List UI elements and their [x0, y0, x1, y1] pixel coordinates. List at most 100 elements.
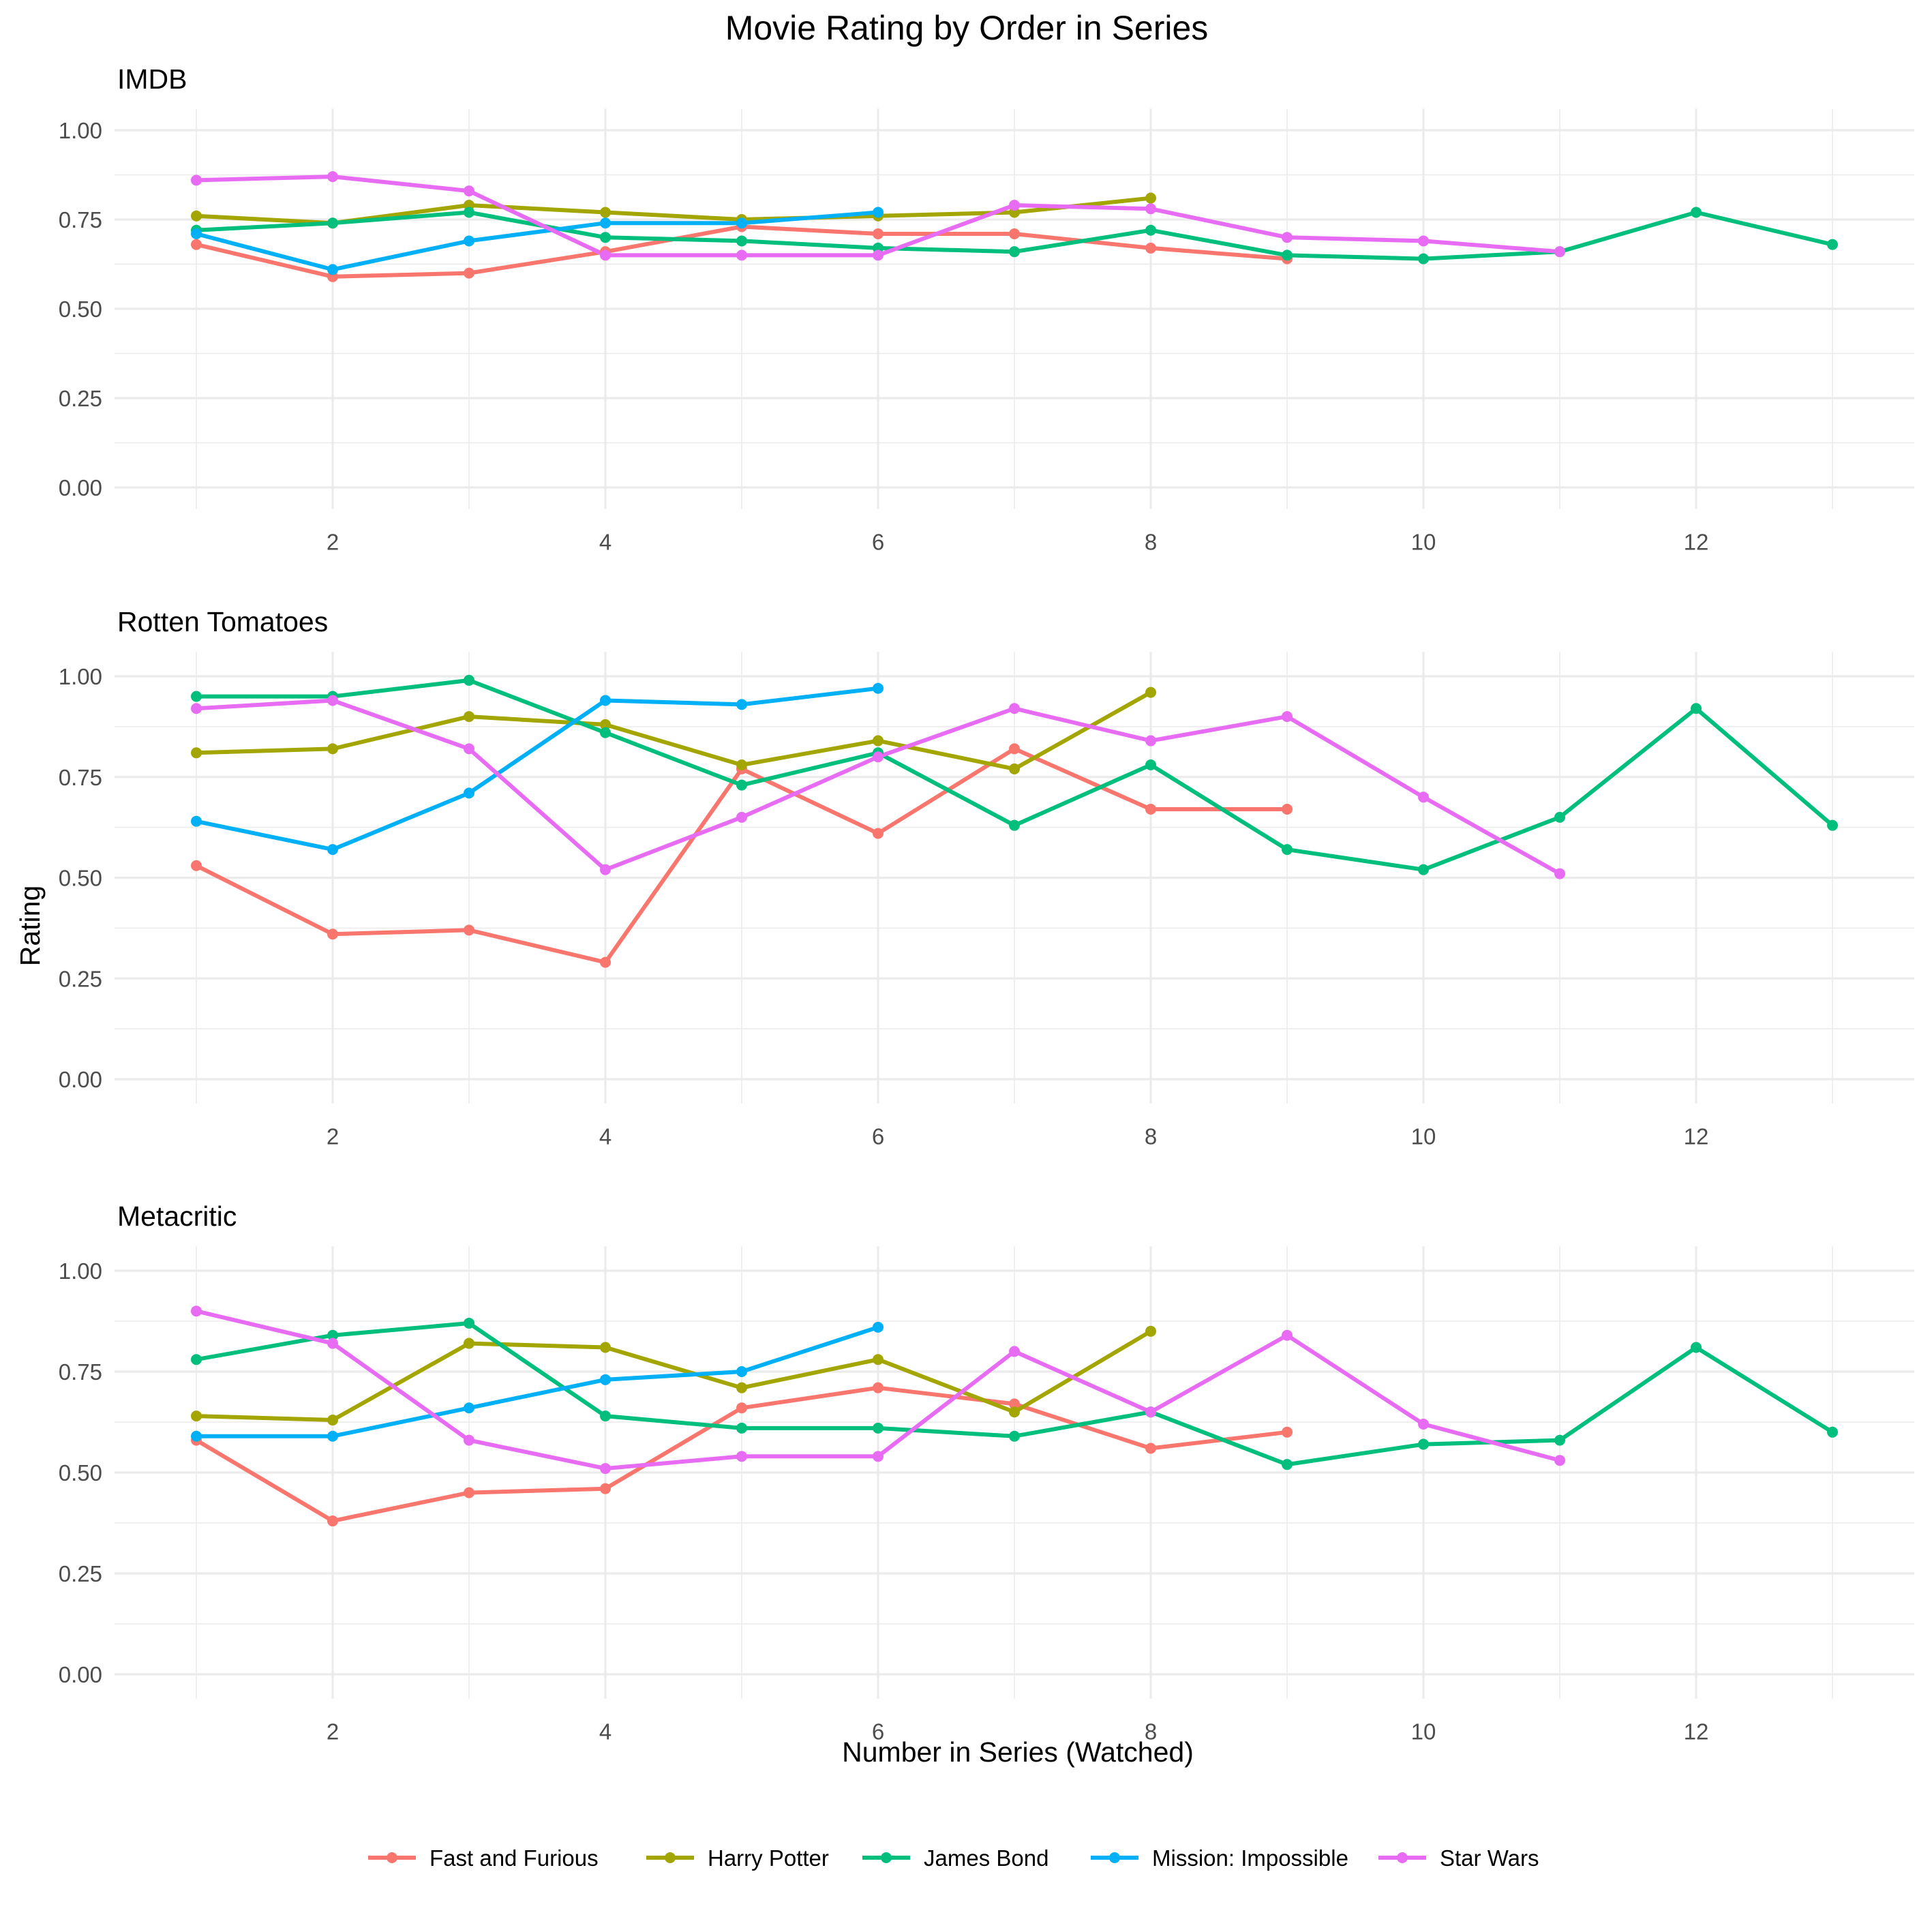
x-tick-label: 2 — [327, 1719, 339, 1745]
data-point-james-bond — [1282, 844, 1293, 856]
legend-item-mission-impossible: Mission: Impossible — [1091, 1845, 1348, 1871]
data-point-james-bond — [1009, 246, 1020, 258]
data-point-mission-impossible — [736, 699, 747, 710]
legend-key-point — [665, 1852, 676, 1863]
data-point-james-bond — [1282, 1459, 1293, 1470]
data-point-fast-and-furious — [1282, 804, 1293, 815]
data-point-james-bond — [1145, 759, 1156, 771]
data-point-star-wars — [191, 703, 202, 714]
x-tick-label: 6 — [872, 1123, 884, 1149]
legend-item-star-wars: Star Wars — [1378, 1845, 1539, 1871]
x-axis-title: Number in Series (Watched) — [842, 1736, 1194, 1768]
legend-label: James Bond — [924, 1845, 1048, 1871]
data-point-star-wars — [1418, 791, 1429, 803]
chart-title: Movie Rating by Order in Series — [725, 9, 1209, 47]
x-tick-label: 10 — [1411, 529, 1436, 554]
data-point-star-wars — [1418, 1418, 1429, 1430]
data-point-fast-and-furious — [600, 1483, 611, 1494]
series-line-harry-potter — [196, 1329, 1152, 1422]
y-tick-label: 0.75 — [59, 1359, 102, 1385]
data-point-james-bond — [327, 1329, 338, 1341]
data-point-james-bond — [873, 1422, 884, 1434]
y-tick-label: 0.00 — [59, 1662, 102, 1687]
data-point-fast-and-furious — [1009, 228, 1020, 239]
data-point-fast-and-furious — [327, 929, 338, 940]
x-tick-label: 8 — [1145, 529, 1157, 554]
data-point-harry-potter — [191, 747, 202, 759]
data-point-james-bond — [1418, 253, 1429, 265]
data-point-mission-impossible — [736, 1366, 747, 1377]
y-tick-label: 0.25 — [59, 386, 102, 411]
data-point-mission-impossible — [327, 1430, 338, 1442]
data-point-harry-potter — [600, 1342, 611, 1353]
data-point-star-wars — [1009, 703, 1020, 714]
data-point-james-bond — [600, 1410, 611, 1422]
data-point-mission-impossible — [464, 787, 474, 799]
data-point-fast-and-furious — [1282, 1426, 1293, 1438]
data-point-harry-potter — [327, 1415, 338, 1426]
data-point-mission-impossible — [873, 682, 884, 694]
data-point-star-wars — [1145, 1406, 1156, 1418]
legend: Fast and Furious Harry Potter James Bond Mi… — [368, 1845, 1539, 1871]
y-tick-label: 0.00 — [59, 1067, 102, 1092]
data-point-fast-and-furious — [873, 1382, 884, 1393]
data-point-star-wars — [327, 695, 338, 706]
x-tick-label: 12 — [1684, 1719, 1709, 1745]
data-point-james-bond — [1827, 819, 1838, 831]
data-point-james-bond — [1418, 1438, 1429, 1450]
data-point-fast-and-furious — [1145, 1443, 1156, 1454]
panel-title-metacritic: Metacritic — [117, 1201, 237, 1232]
data-point-fast-and-furious — [464, 924, 474, 936]
data-point-star-wars — [464, 185, 474, 197]
series-line-mission-impossible — [196, 686, 879, 852]
panel-metacritic: Metacritic 0.00 0.25 0.50 0.75 1.00 2 4 6 8 10 12 — [59, 1201, 1914, 1745]
x-tick-label: 4 — [599, 1123, 612, 1149]
data-point-james-bond — [327, 217, 338, 229]
x-tick-label: 6 — [872, 529, 884, 554]
data-point-harry-potter — [1009, 1406, 1020, 1418]
y-axis-title: Rating — [14, 886, 46, 967]
data-point-james-bond — [1009, 819, 1020, 831]
data-point-star-wars — [600, 1463, 611, 1475]
data-point-star-wars — [736, 1451, 747, 1462]
data-point-harry-potter — [1145, 1325, 1156, 1337]
data-point-star-wars — [1282, 711, 1293, 723]
data-point-fast-and-furious — [464, 1487, 474, 1498]
data-point-star-wars — [1145, 735, 1156, 746]
data-point-fast-and-furious — [1009, 1398, 1020, 1410]
legend-key-point — [1109, 1852, 1120, 1863]
data-point-harry-potter — [464, 711, 474, 723]
x-tick-label: 2 — [327, 1123, 339, 1149]
x-tick-label: 2 — [327, 529, 339, 554]
data-point-mission-impossible — [464, 1402, 474, 1414]
data-point-harry-potter — [1145, 686, 1156, 698]
y-tick-label: 0.75 — [59, 207, 102, 232]
data-point-star-wars — [1282, 1329, 1293, 1341]
data-point-fast-and-furious — [191, 239, 202, 250]
data-point-harry-potter — [736, 1382, 747, 1393]
x-tick-label: 8 — [1145, 1123, 1157, 1149]
data-point-fast-and-furious — [873, 228, 884, 239]
data-point-james-bond — [1691, 207, 1702, 218]
series-line-mission-impossible — [196, 210, 879, 272]
data-point-mission-impossible — [600, 1374, 611, 1385]
y-tick-label: 1.00 — [59, 1258, 102, 1284]
data-point-mission-impossible — [464, 235, 474, 247]
data-point-star-wars — [873, 250, 884, 261]
legend-key-point — [1397, 1852, 1408, 1863]
y-tick-label: 1.00 — [59, 118, 102, 143]
legend-label: Harry Potter — [708, 1845, 829, 1871]
data-point-james-bond — [1691, 703, 1702, 714]
data-point-star-wars — [191, 175, 202, 186]
data-point-mission-impossible — [736, 217, 747, 229]
data-point-fast-and-furious — [464, 267, 474, 279]
data-point-james-bond — [191, 691, 202, 702]
legend-label: Mission: Impossible — [1152, 1845, 1348, 1871]
legend-label: Fast and Furious — [429, 1845, 599, 1871]
y-tick-label: 0.25 — [59, 966, 102, 991]
x-tick-label: 10 — [1411, 1719, 1436, 1745]
legend-key-point — [387, 1852, 397, 1863]
data-point-star-wars — [464, 743, 474, 755]
